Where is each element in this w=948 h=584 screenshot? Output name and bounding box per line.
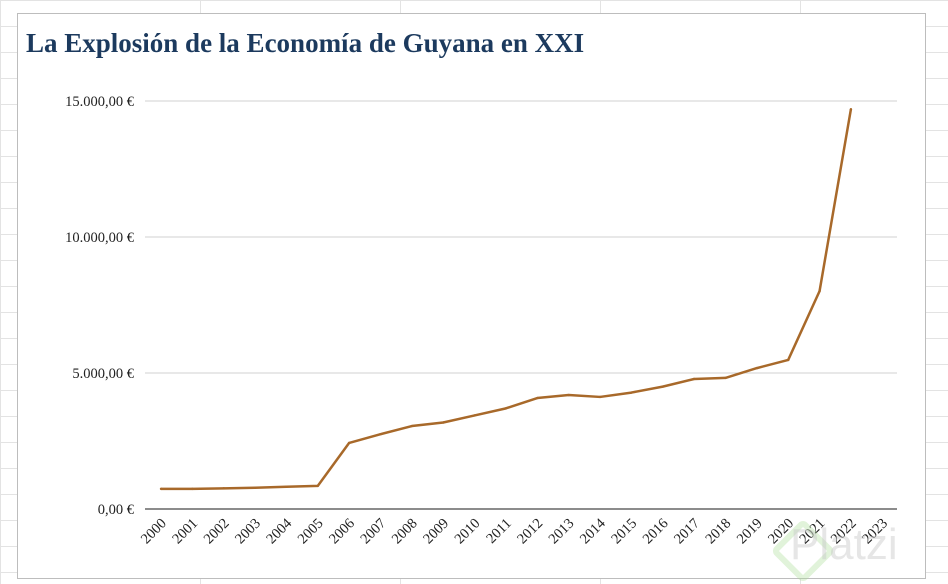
x-tick-label: 2018 (702, 516, 734, 548)
series-line (161, 108, 853, 491)
x-tick-label: 2006 (326, 516, 358, 548)
x-tick-label: 2009 (420, 516, 452, 548)
data-point (787, 358, 790, 362)
data-point (567, 393, 570, 397)
data-point (253, 486, 257, 489)
x-tick-label: 2003 (232, 516, 264, 548)
y-tick-label: 5.000,00 € (72, 366, 134, 382)
data-point (473, 414, 476, 417)
x-tick-label: 2008 (389, 516, 421, 548)
x-tick-label: 2007 (358, 516, 390, 548)
data-point (630, 391, 633, 394)
x-tick-label: 2013 (546, 516, 578, 548)
x-tick-label: 2019 (734, 516, 766, 548)
data-point (536, 396, 539, 400)
data-point (347, 441, 351, 445)
x-tick-label: 2015 (608, 516, 640, 548)
data-point (159, 487, 163, 491)
data-point (442, 421, 445, 424)
x-tick-label: 2016 (640, 516, 672, 548)
data-point (692, 377, 696, 381)
data-point (191, 487, 194, 491)
x-tick-label: 2002 (201, 516, 233, 548)
x-tick-label: 2012 (514, 516, 546, 548)
data-point (379, 433, 382, 436)
chart-title: La Explosión de la Economía de Guyana en… (26, 28, 585, 58)
data-point (818, 289, 821, 293)
data-point (724, 376, 727, 380)
data-point (661, 385, 664, 388)
x-tick-label: 2010 (452, 516, 484, 548)
data-point (598, 395, 602, 399)
x-tick-label: 2017 (671, 516, 703, 548)
data-point (755, 366, 759, 370)
x-tick-label: 2005 (295, 516, 327, 548)
data-point (504, 407, 508, 410)
watermark: Platzi (790, 520, 898, 569)
data-point (222, 487, 225, 490)
data-point (285, 485, 288, 488)
data-point (316, 484, 319, 488)
x-tick-label: 2011 (483, 516, 514, 547)
x-tick-label: 2004 (263, 515, 295, 547)
y-tick-label: 0,00 € (98, 502, 135, 518)
data-point (849, 107, 853, 111)
y-tick-label: 15.000,00 € (65, 94, 135, 110)
chart-frame[interactable] (17, 13, 926, 579)
x-tick-label: 2014 (577, 515, 609, 547)
x-tick-label: 2000 (138, 516, 170, 548)
y-tick-label: 10.000,00 € (65, 230, 135, 246)
x-tick-label: 2001 (169, 516, 201, 548)
data-point (410, 424, 414, 428)
